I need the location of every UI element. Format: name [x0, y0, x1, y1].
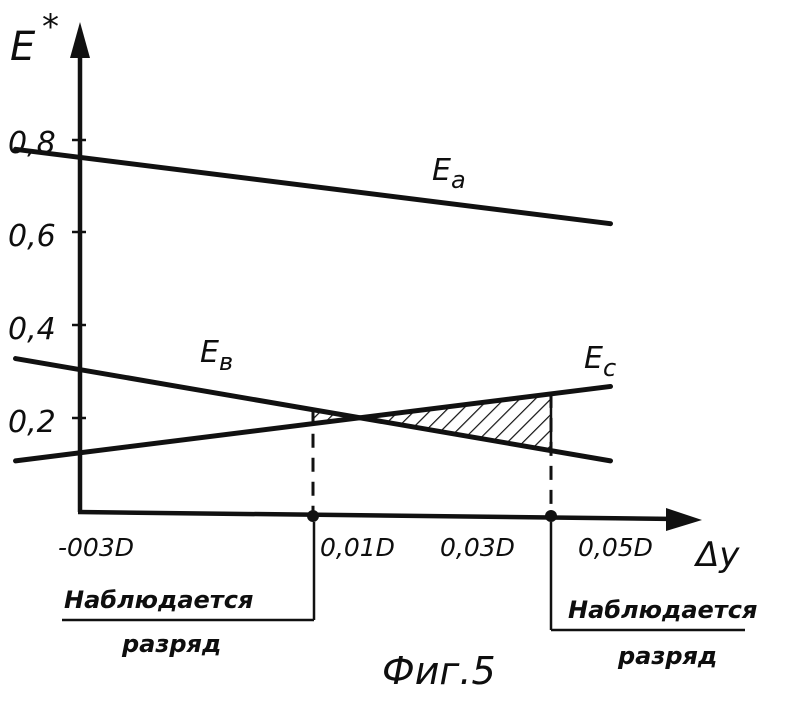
boundary-point [545, 510, 557, 522]
x-tick-label: 0,05D [578, 533, 653, 562]
annotation-left-line2: разряд [121, 630, 221, 658]
x-axis-title: Δy [693, 535, 740, 575]
x-tick-label: 0,01D [320, 533, 395, 562]
x-axis [78, 512, 678, 519]
series-label-ec: Ec [584, 341, 616, 382]
boundary-point [307, 510, 319, 522]
x-tick-label: -003D [58, 533, 134, 562]
figure-caption: Фиг.5 [382, 649, 496, 693]
y-axis-arrow [70, 22, 90, 58]
annotation-right-line2: разряд [617, 642, 717, 670]
y-tick-label: 0,2 [8, 405, 56, 440]
x-axis-arrow [666, 508, 702, 531]
y-axis-title: E [10, 24, 36, 70]
y-axis-title-superscript: * [42, 7, 59, 47]
annotation-left-line1: Наблюдается [64, 586, 253, 614]
series-label-eb: Eв [200, 335, 233, 376]
y-tick-label: 0,6 [8, 219, 56, 254]
series-label-ea: Ea [432, 153, 466, 194]
y-tick-label: 0,4 [8, 312, 56, 347]
annotation-right-line1: Наблюдается [568, 596, 757, 624]
series-line-ea [16, 149, 611, 223]
axes [70, 22, 702, 531]
x-tick-label: 0,03D [440, 533, 515, 562]
